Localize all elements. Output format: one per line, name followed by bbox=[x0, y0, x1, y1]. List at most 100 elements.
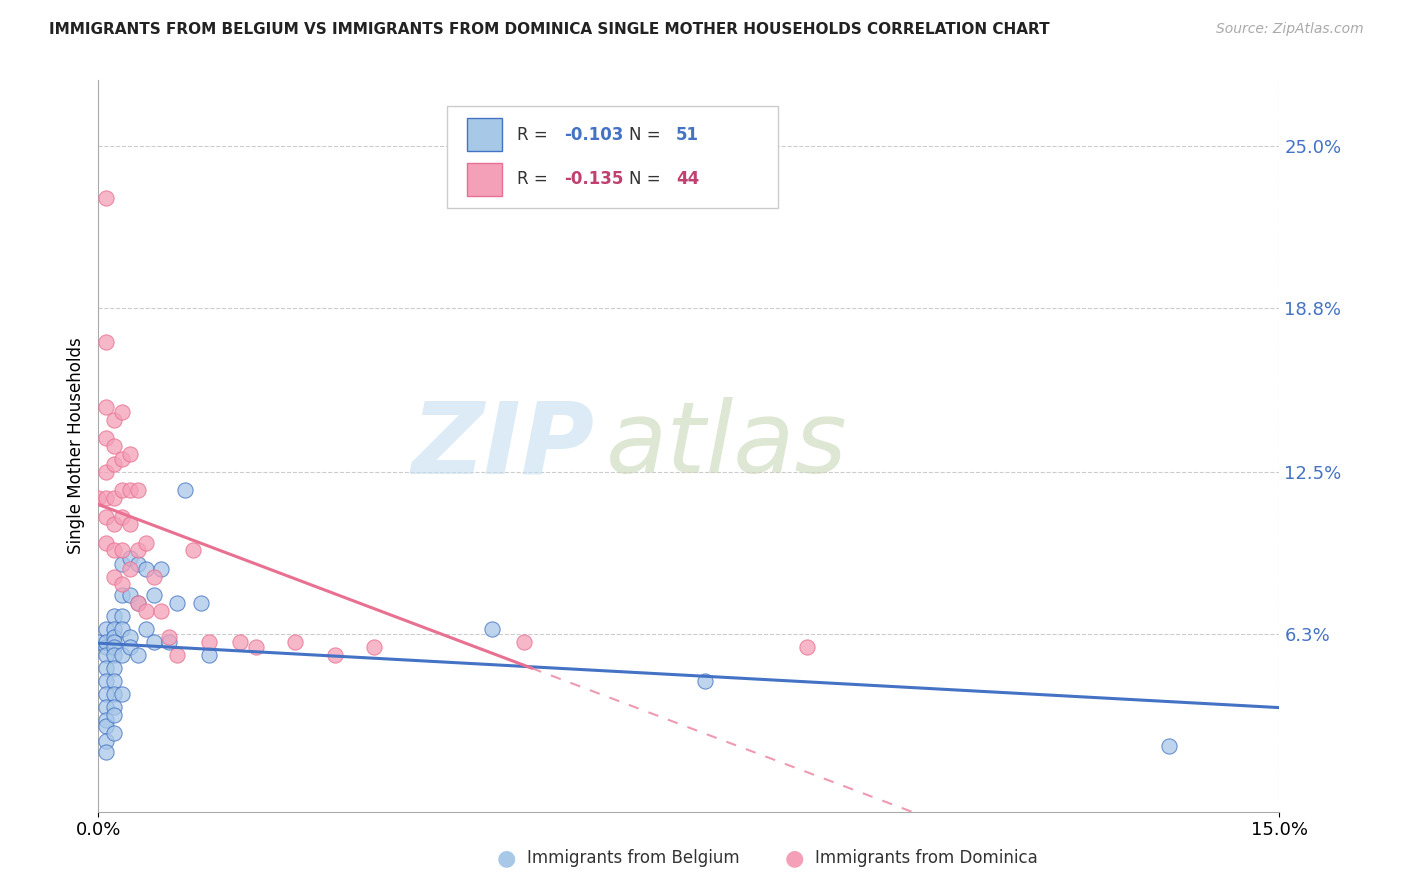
Text: ●: ● bbox=[496, 848, 516, 868]
FancyBboxPatch shape bbox=[467, 119, 502, 152]
Point bbox=[103, 661, 125, 675]
Point bbox=[111, 622, 134, 636]
Point bbox=[87, 491, 110, 506]
Point bbox=[796, 640, 818, 655]
Point bbox=[96, 465, 118, 479]
Point bbox=[157, 635, 180, 649]
Point bbox=[118, 517, 141, 532]
Text: IMMIGRANTS FROM BELGIUM VS IMMIGRANTS FROM DOMINICA SINGLE MOTHER HOUSEHOLDS COR: IMMIGRANTS FROM BELGIUM VS IMMIGRANTS FR… bbox=[49, 22, 1050, 37]
Point bbox=[323, 648, 346, 662]
Point bbox=[229, 635, 252, 649]
Point bbox=[190, 596, 212, 610]
Point bbox=[96, 661, 118, 675]
Y-axis label: Single Mother Households: Single Mother Households bbox=[66, 338, 84, 554]
Point bbox=[111, 543, 134, 558]
Point bbox=[111, 557, 134, 571]
Point bbox=[284, 635, 307, 649]
Point bbox=[118, 562, 141, 576]
Point bbox=[693, 674, 716, 689]
Point bbox=[96, 191, 118, 205]
Point bbox=[96, 745, 118, 759]
Point bbox=[127, 557, 149, 571]
Point bbox=[103, 726, 125, 740]
Point bbox=[96, 734, 118, 748]
Point bbox=[127, 596, 149, 610]
Point bbox=[118, 483, 141, 498]
Point bbox=[111, 577, 134, 591]
FancyBboxPatch shape bbox=[447, 106, 778, 209]
Point bbox=[96, 687, 118, 701]
Point bbox=[103, 543, 125, 558]
Point bbox=[111, 483, 134, 498]
Point bbox=[111, 648, 134, 662]
Point bbox=[111, 405, 134, 419]
Text: ZIP: ZIP bbox=[412, 398, 595, 494]
Point bbox=[118, 551, 141, 566]
Point bbox=[111, 588, 134, 602]
Point bbox=[174, 483, 197, 498]
Point bbox=[103, 608, 125, 623]
Point bbox=[181, 543, 204, 558]
Point bbox=[96, 535, 118, 549]
Point bbox=[127, 596, 149, 610]
Point bbox=[103, 674, 125, 689]
Point bbox=[363, 640, 385, 655]
Point bbox=[96, 714, 118, 728]
Point bbox=[135, 622, 157, 636]
Point bbox=[166, 648, 188, 662]
Point bbox=[96, 334, 118, 349]
Text: Source: ZipAtlas.com: Source: ZipAtlas.com bbox=[1216, 22, 1364, 37]
Point bbox=[96, 648, 118, 662]
Point bbox=[103, 648, 125, 662]
Point bbox=[118, 630, 141, 644]
Text: ●: ● bbox=[785, 848, 804, 868]
Point bbox=[103, 700, 125, 714]
Point bbox=[127, 648, 149, 662]
Point bbox=[150, 604, 173, 618]
Point bbox=[103, 491, 125, 506]
Text: Immigrants from Belgium: Immigrants from Belgium bbox=[527, 849, 740, 867]
Text: N =: N = bbox=[628, 170, 665, 188]
Point bbox=[166, 596, 188, 610]
Point bbox=[512, 635, 534, 649]
Point bbox=[127, 543, 149, 558]
Point bbox=[142, 635, 165, 649]
Point bbox=[87, 635, 110, 649]
Point bbox=[157, 630, 180, 644]
Point bbox=[103, 517, 125, 532]
Point bbox=[96, 622, 118, 636]
Text: 44: 44 bbox=[676, 170, 699, 188]
Point bbox=[111, 687, 134, 701]
Text: atlas: atlas bbox=[606, 398, 848, 494]
Point bbox=[142, 588, 165, 602]
Point bbox=[127, 483, 149, 498]
Point bbox=[142, 569, 165, 583]
Point bbox=[197, 635, 219, 649]
Text: 51: 51 bbox=[676, 126, 699, 144]
Text: -0.103: -0.103 bbox=[564, 126, 623, 144]
Point bbox=[197, 648, 219, 662]
Point bbox=[103, 439, 125, 453]
Point bbox=[103, 413, 125, 427]
Point bbox=[103, 708, 125, 723]
Text: N =: N = bbox=[628, 126, 665, 144]
Point bbox=[135, 535, 157, 549]
Point bbox=[111, 452, 134, 467]
Point bbox=[111, 509, 134, 524]
FancyBboxPatch shape bbox=[467, 163, 502, 196]
Point bbox=[103, 687, 125, 701]
Point bbox=[96, 635, 118, 649]
Point bbox=[103, 569, 125, 583]
Point bbox=[245, 640, 267, 655]
Point bbox=[135, 604, 157, 618]
Point bbox=[96, 431, 118, 445]
Point bbox=[96, 718, 118, 732]
Text: R =: R = bbox=[516, 170, 553, 188]
Text: Immigrants from Dominica: Immigrants from Dominica bbox=[815, 849, 1038, 867]
Point bbox=[96, 509, 118, 524]
Point bbox=[150, 562, 173, 576]
Point bbox=[96, 700, 118, 714]
Point bbox=[96, 640, 118, 655]
Point bbox=[103, 630, 125, 644]
Point bbox=[118, 640, 141, 655]
